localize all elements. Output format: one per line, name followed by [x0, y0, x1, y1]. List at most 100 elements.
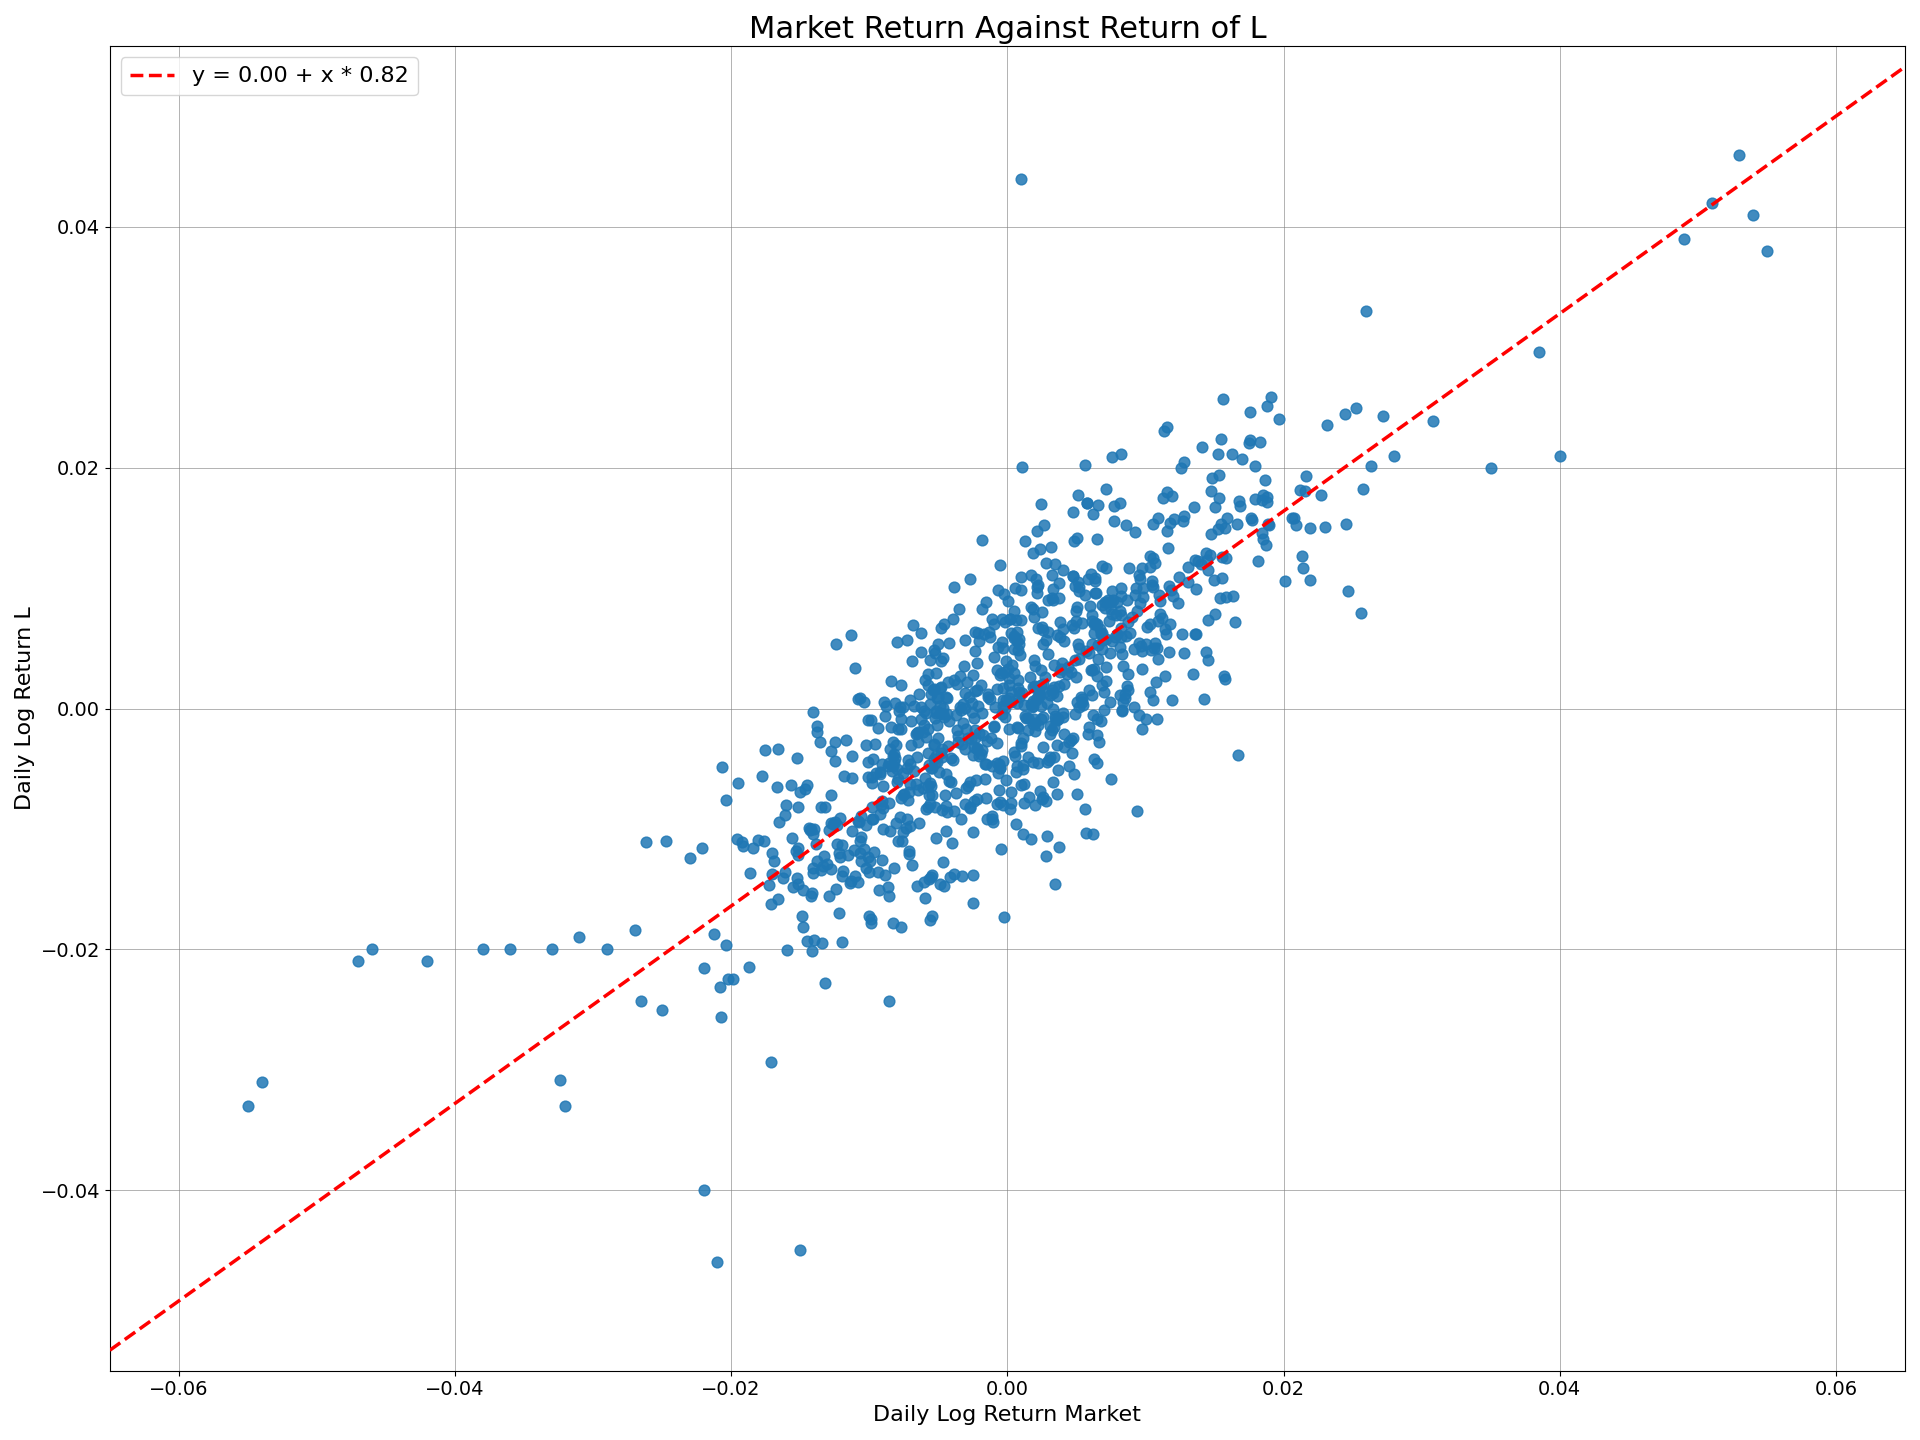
Point — [954, 567, 985, 590]
Point — [912, 742, 943, 765]
Title: Market Return Against Return of L: Market Return Against Return of L — [749, 14, 1265, 45]
Point — [1110, 513, 1140, 536]
Point — [948, 697, 979, 720]
Point — [845, 850, 876, 873]
Point — [1062, 595, 1092, 618]
Point — [799, 929, 829, 952]
Point — [876, 670, 906, 693]
Point — [952, 775, 983, 798]
Point — [1127, 639, 1158, 662]
Point — [1058, 564, 1089, 588]
Point — [1027, 632, 1058, 655]
Point — [916, 683, 947, 706]
Point — [1146, 606, 1177, 629]
Point — [902, 744, 933, 768]
Point — [795, 818, 826, 841]
Point — [1000, 576, 1031, 599]
Point — [797, 881, 828, 904]
Point — [1244, 431, 1275, 454]
Point — [964, 744, 995, 768]
Point — [1081, 612, 1112, 635]
Point — [758, 850, 789, 873]
Point — [778, 827, 808, 850]
Point — [985, 757, 1016, 780]
Point — [1200, 603, 1231, 626]
Point — [1306, 484, 1336, 507]
Point — [1544, 444, 1574, 467]
Point — [918, 783, 948, 806]
Point — [1286, 544, 1317, 567]
Point — [920, 752, 950, 775]
Point — [920, 707, 950, 730]
Point — [924, 677, 954, 700]
Point — [958, 821, 989, 844]
Point — [1173, 556, 1204, 579]
Point — [1139, 546, 1169, 569]
Point — [1018, 675, 1048, 698]
Point — [987, 677, 1018, 700]
Point — [1025, 492, 1056, 516]
Point — [1217, 442, 1248, 465]
Point — [1290, 465, 1321, 488]
Point — [1060, 575, 1091, 598]
Point — [887, 821, 918, 844]
Point — [1100, 603, 1131, 626]
Point — [756, 863, 787, 886]
Point — [933, 632, 964, 655]
Point — [1194, 543, 1225, 566]
Point — [1096, 603, 1127, 626]
Point — [1000, 744, 1031, 768]
Point — [1152, 536, 1183, 559]
Point — [1029, 680, 1060, 703]
Point — [939, 863, 970, 886]
Point — [820, 811, 851, 834]
Point — [885, 719, 916, 742]
Point — [925, 742, 956, 765]
Point — [1158, 585, 1188, 608]
Point — [1190, 541, 1221, 564]
Point — [536, 937, 566, 960]
Point — [770, 861, 801, 884]
Point — [895, 733, 925, 756]
Point — [1212, 505, 1242, 528]
Point — [1158, 484, 1188, 507]
Point — [1035, 723, 1066, 746]
Point — [1252, 490, 1283, 513]
Point — [755, 1051, 785, 1074]
Point — [1127, 586, 1158, 609]
Point — [1127, 577, 1158, 600]
Point — [912, 717, 943, 740]
Point — [1023, 680, 1054, 703]
Y-axis label: Daily Log Return L: Daily Log Return L — [15, 606, 35, 811]
Point — [972, 590, 1002, 613]
Point — [989, 697, 1020, 720]
Point — [1142, 609, 1173, 632]
Point — [985, 756, 1016, 779]
Point — [866, 789, 897, 812]
Point — [1100, 625, 1131, 648]
Point — [925, 675, 956, 698]
Point — [1091, 478, 1121, 501]
Point — [1309, 516, 1340, 539]
Point — [931, 801, 962, 824]
Point — [1137, 573, 1167, 596]
Point — [966, 742, 996, 765]
Point — [1073, 716, 1104, 739]
Point — [824, 901, 854, 924]
Point — [895, 815, 925, 838]
Point — [929, 612, 960, 635]
Point — [1043, 624, 1073, 647]
Point — [837, 744, 868, 768]
Point — [1048, 736, 1079, 759]
Point — [1524, 340, 1555, 363]
Point — [924, 632, 954, 655]
Point — [856, 747, 887, 770]
Point — [1041, 708, 1071, 732]
Point — [1204, 464, 1235, 487]
Point — [1150, 622, 1181, 645]
Point — [998, 625, 1029, 648]
Point — [1112, 589, 1142, 612]
Point — [895, 773, 925, 796]
Point — [902, 730, 933, 753]
Point — [985, 661, 1016, 684]
